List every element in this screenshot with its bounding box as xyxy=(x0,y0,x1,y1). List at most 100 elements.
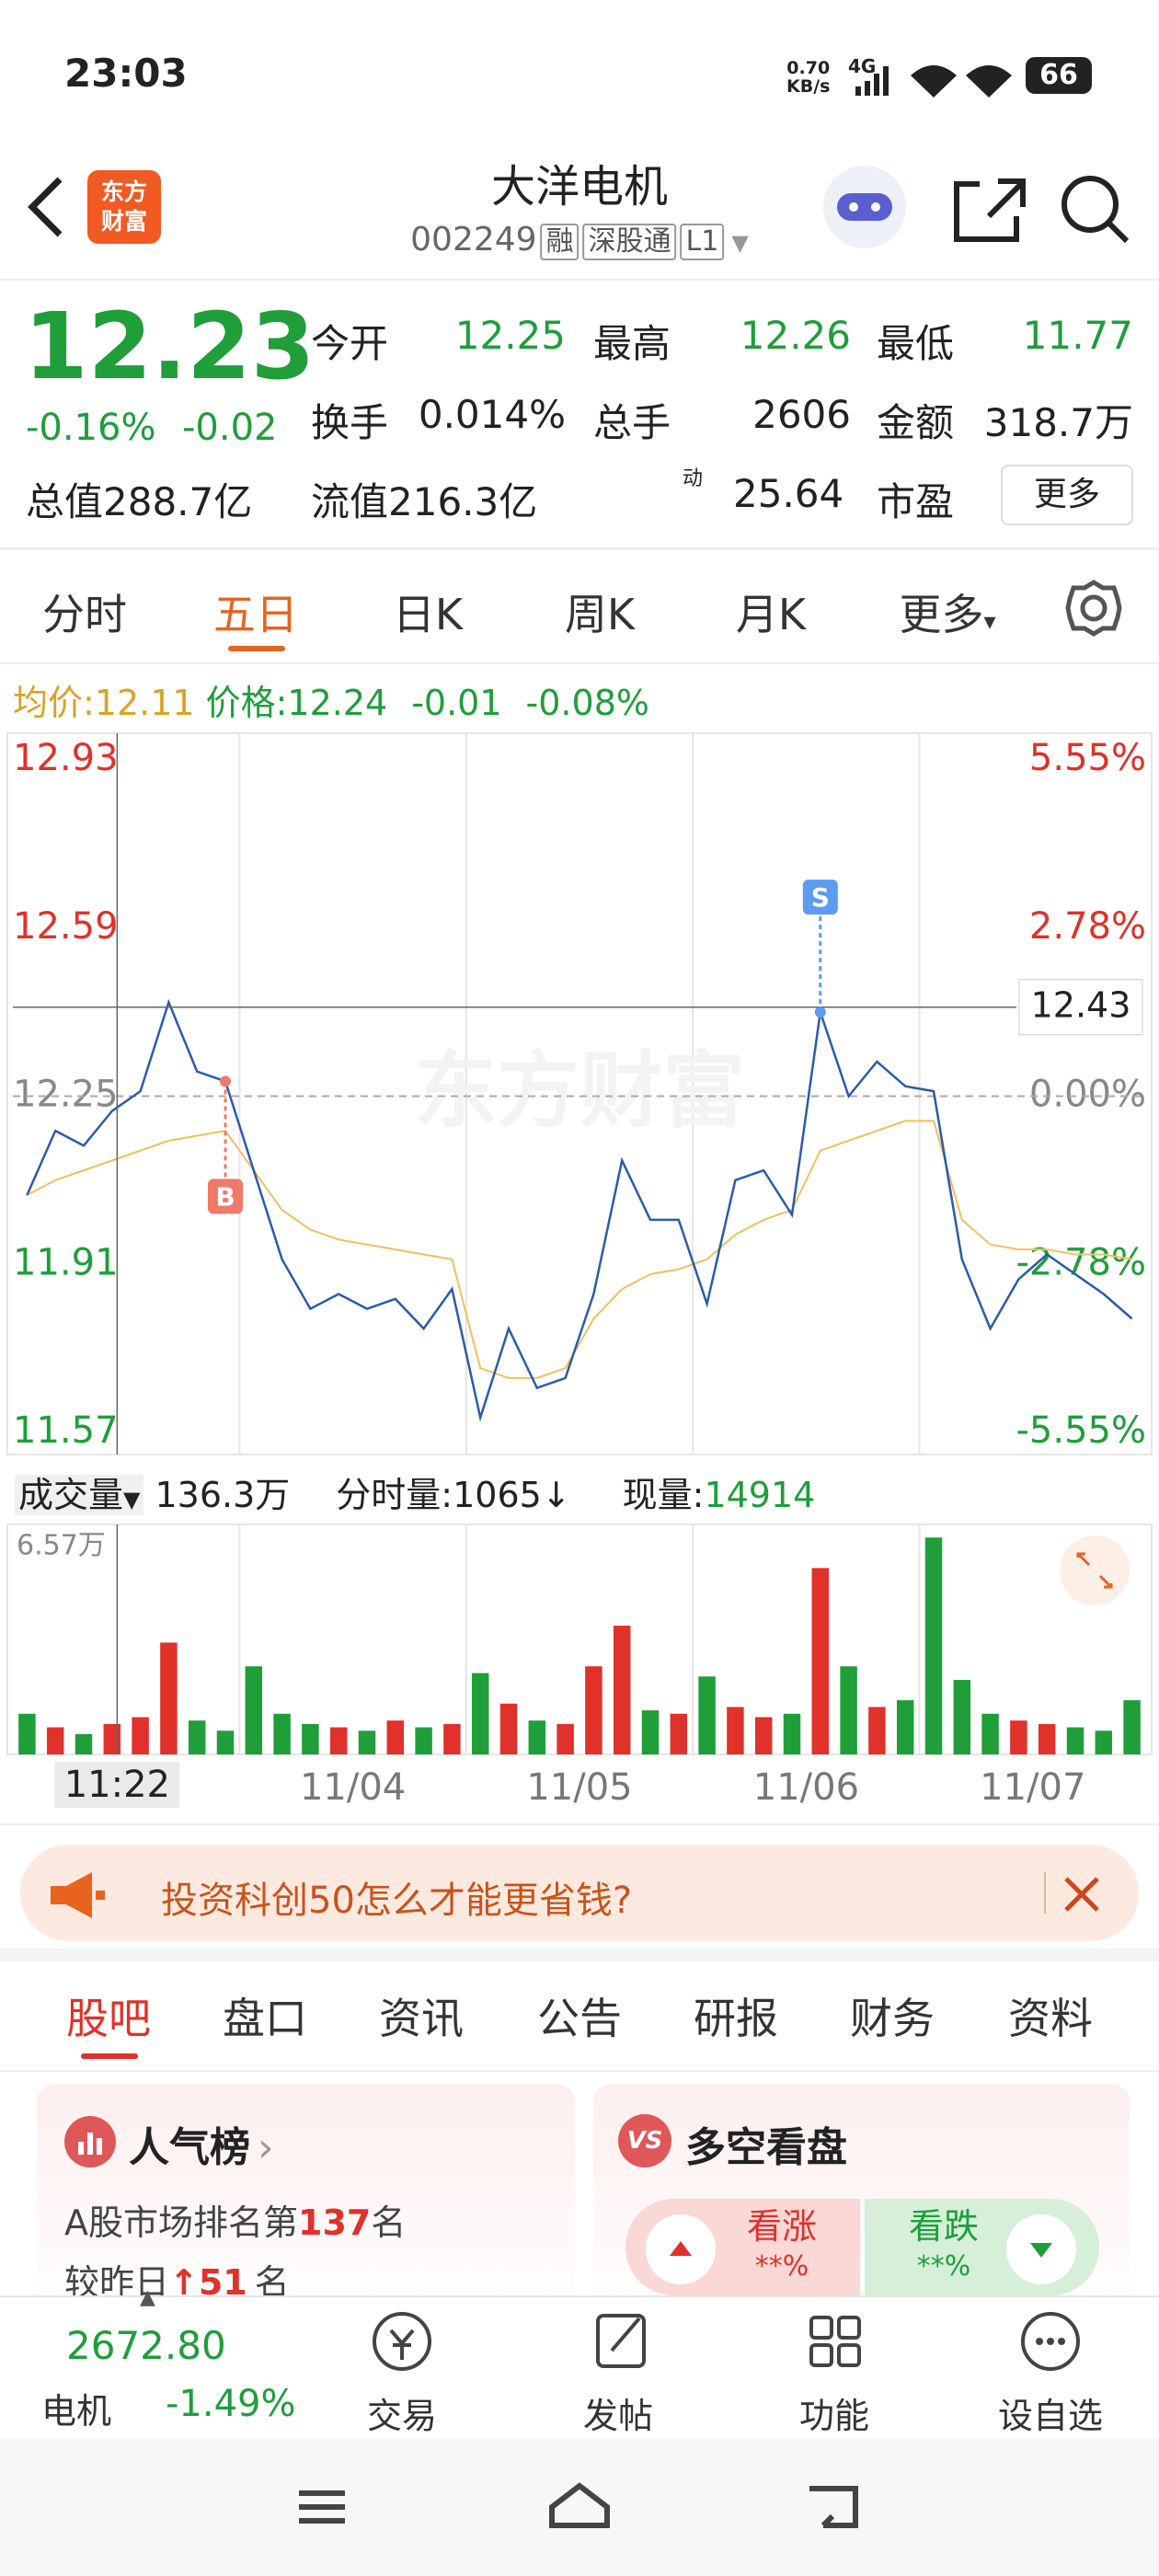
volume-bar xyxy=(1038,1723,1056,1754)
x-tick-label: 11/05 xyxy=(526,1766,633,1809)
y-tick-label: 11.57 xyxy=(13,1409,119,1452)
volume-bar xyxy=(528,1720,546,1754)
volume-bar xyxy=(471,1673,489,1754)
x-tick-label: 11/07 xyxy=(980,1766,1086,1809)
tick-volume: 分时量:1065↓ xyxy=(336,1475,571,1515)
popularity-title: 人气榜 xyxy=(129,2124,250,2171)
volume-bar xyxy=(1010,1720,1027,1754)
popularity-card[interactable] xyxy=(37,2084,575,2323)
rank-icon xyxy=(64,2116,116,2168)
close-icon[interactable] xyxy=(1062,1875,1101,1914)
stat-label: 今开 xyxy=(311,321,389,366)
net-speed-unit: KB/s xyxy=(786,76,831,97)
net-speed: 0.70 KB/s xyxy=(786,59,830,96)
chart-tab[interactable]: 周K xyxy=(564,590,636,639)
index-change: -1.49% xyxy=(166,2383,296,2425)
x-tick-label: 11/06 xyxy=(752,1766,860,1809)
section-tab[interactable]: 资讯 xyxy=(379,1994,464,2043)
stock-name: 大洋电机 xyxy=(490,161,669,213)
chart-tab[interactable]: 月K xyxy=(735,590,807,639)
action-button[interactable]: 设自选 xyxy=(997,2396,1104,2436)
bull-text: 看涨 xyxy=(747,2206,818,2247)
stat-label: 最高 xyxy=(593,321,671,366)
volume-selector[interactable]: 成交量▼ xyxy=(15,1475,144,1515)
tab-underline xyxy=(228,646,285,651)
action-button[interactable]: 功能 xyxy=(798,2396,870,2436)
y-tick-label-right: 0.00% xyxy=(1029,1074,1146,1116)
more-button[interactable]: 更多 xyxy=(1001,465,1133,525)
chart-tab[interactable]: 分时 xyxy=(42,590,127,639)
volume-bar xyxy=(613,1626,631,1754)
volume-bar xyxy=(46,1727,64,1754)
current-label: 现量: xyxy=(622,1475,705,1515)
share-icon[interactable] xyxy=(954,178,1026,242)
volume-bar xyxy=(443,1723,461,1754)
volume-bar xyxy=(698,1676,716,1754)
action-button[interactable]: 交易 xyxy=(366,2396,438,2436)
volume-bar xyxy=(953,1679,971,1754)
volume-bar xyxy=(727,1707,744,1754)
search-icon[interactable] xyxy=(1061,176,1130,244)
net-speed-value: 0.70 xyxy=(786,58,831,78)
section-tab[interactable]: 公告 xyxy=(537,1994,622,2043)
volume-bar xyxy=(754,1717,773,1754)
stat-label: 市盈 xyxy=(877,479,955,524)
chart-tab[interactable]: 五日 xyxy=(213,590,298,639)
bear-text: 看跌 xyxy=(909,2206,980,2247)
badge: L1 xyxy=(680,224,725,260)
expand-icon xyxy=(1076,1552,1113,1589)
index-value[interactable]: 2672.80 xyxy=(66,2323,226,2368)
battery: 66 xyxy=(1026,57,1092,94)
marker-dot xyxy=(814,1006,826,1018)
section-tab[interactable]: 研报 xyxy=(694,1994,778,2043)
marker-box xyxy=(208,1179,243,1214)
avg-label: 均价: xyxy=(13,683,95,723)
volume-chart[interactable]: 6.57万 xyxy=(0,1523,1159,1757)
stat-value: 12.25 xyxy=(454,313,566,358)
stat-label: 总手 xyxy=(593,400,671,445)
volume-bar xyxy=(783,1713,801,1754)
ad-banner[interactable] xyxy=(20,1845,1139,1941)
back-button[interactable] xyxy=(23,175,69,239)
stock-code-row[interactable]: 002249 融深股通 L1 ▼ xyxy=(410,221,749,260)
current-volume: 14914 xyxy=(704,1475,816,1515)
vs-icon: VS xyxy=(618,2114,671,2168)
section-tab[interactable]: 盘口 xyxy=(223,1994,307,2043)
change: -0.01 xyxy=(411,683,502,723)
badge: 深股通 xyxy=(582,224,677,260)
chart-tab[interactable]: 更多▾ xyxy=(899,590,996,639)
action-button[interactable]: 发帖 xyxy=(582,2396,654,2436)
card-title: 人气榜 › xyxy=(129,2114,274,2173)
bull-pct: **% xyxy=(754,2250,809,2283)
section-tab[interactable]: 股吧 xyxy=(66,1994,151,2043)
volume-bar xyxy=(302,1723,319,1754)
network-type: 4G xyxy=(848,55,877,77)
volume-bar xyxy=(896,1700,914,1754)
volume-header: 成交量▼ 136.3万 分时量:1065↓ 现量:14914 xyxy=(15,1466,815,1517)
price-chart[interactable]: 东方财富 12.93 5.55% 12.59 2.78% 12.25 0.00% 11.91 -… xyxy=(0,731,1159,1458)
bear-label: 看跌 **% xyxy=(909,2206,979,2287)
change-pct: -0.16% xyxy=(26,407,156,449)
volume-bar xyxy=(18,1713,36,1754)
settings-icon[interactable] xyxy=(1062,577,1125,639)
volume-bar xyxy=(811,1568,830,1754)
rank-line: A股市场排名第137名 xyxy=(64,2194,406,2245)
volume-bar xyxy=(75,1733,93,1754)
dropdown-arrow: ▼ xyxy=(731,230,749,256)
app-logo[interactable]: 东方 财富 xyxy=(87,170,161,244)
bear-pct: **% xyxy=(916,2250,971,2283)
section-tab[interactable]: 财务 xyxy=(850,1994,935,2043)
chart-tab[interactable]: 日K xyxy=(392,590,464,639)
trade-marker: S xyxy=(811,882,830,913)
stat-value: 11.77 xyxy=(1022,313,1133,358)
volume-total: 136.3万 xyxy=(155,1475,291,1515)
y-tick-label: 6.57万 xyxy=(17,1530,106,1562)
divider xyxy=(0,1823,1159,1825)
volume-bar xyxy=(840,1666,857,1754)
section-tab[interactable]: 资料 xyxy=(1008,1994,1093,2043)
divider xyxy=(0,662,1159,664)
banner-text[interactable]: 投资科创50怎么才能更省钱? xyxy=(161,1880,633,1922)
bottom-bar xyxy=(0,2295,1159,2440)
